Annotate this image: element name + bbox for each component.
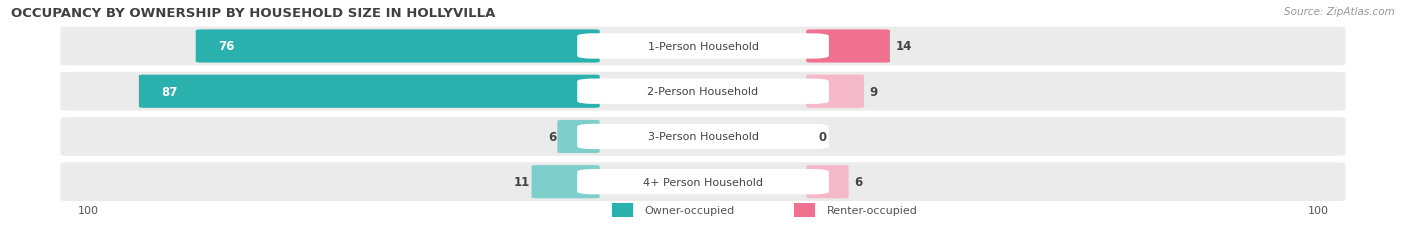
FancyBboxPatch shape [60,73,1346,111]
Text: 100: 100 [1308,205,1329,215]
Text: OCCUPANCY BY OWNERSHIP BY HOUSEHOLD SIZE IN HOLLYVILLA: OCCUPANCY BY OWNERSHIP BY HOUSEHOLD SIZE… [11,7,496,20]
Text: 11: 11 [515,175,530,188]
FancyBboxPatch shape [60,163,1346,201]
FancyBboxPatch shape [60,118,1346,156]
FancyBboxPatch shape [578,169,828,195]
Text: 6: 6 [548,130,555,143]
Text: Source: ZipAtlas.com: Source: ZipAtlas.com [1284,7,1395,17]
Text: Owner-occupied: Owner-occupied [644,205,734,215]
FancyBboxPatch shape [807,75,865,108]
FancyBboxPatch shape [578,124,828,149]
FancyBboxPatch shape [612,203,633,217]
Text: 100: 100 [77,205,98,215]
Text: Renter-occupied: Renter-occupied [827,205,918,215]
Text: 4+ Person Household: 4+ Person Household [643,177,763,187]
Text: 1-Person Household: 1-Person Household [648,42,758,52]
FancyBboxPatch shape [531,165,599,198]
FancyBboxPatch shape [139,75,599,108]
FancyBboxPatch shape [578,34,828,59]
Text: 6: 6 [855,175,862,188]
Text: 2-Person Household: 2-Person Household [647,87,759,97]
FancyBboxPatch shape [557,120,599,153]
Text: 76: 76 [218,40,235,53]
Text: 87: 87 [162,85,177,98]
FancyBboxPatch shape [807,165,849,198]
FancyBboxPatch shape [195,30,599,63]
FancyBboxPatch shape [807,30,890,63]
FancyBboxPatch shape [794,203,815,217]
Text: 3-Person Household: 3-Person Household [648,132,758,142]
FancyBboxPatch shape [578,79,828,104]
Text: 9: 9 [870,85,877,98]
FancyBboxPatch shape [60,27,1346,66]
Text: 0: 0 [818,130,827,143]
Text: 14: 14 [896,40,912,53]
